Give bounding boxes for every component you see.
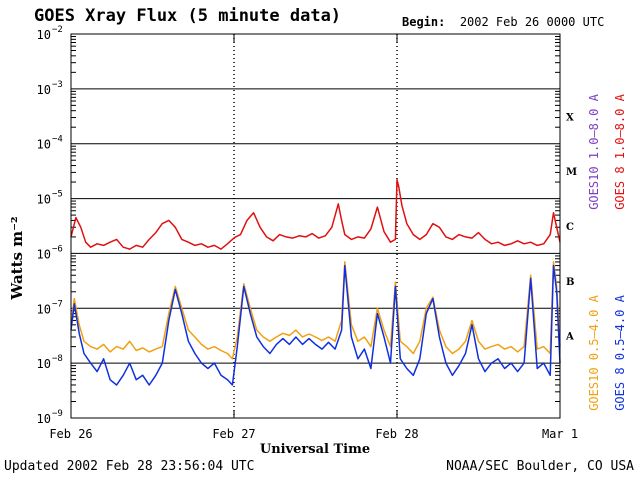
chart-title: GOES Xray Flux (5 minute data) xyxy=(34,6,342,26)
y-tick-label: 10 −5 xyxy=(37,190,63,207)
legend-entry-2: GOES10 0.5–4.0 A xyxy=(587,294,601,410)
chart-grid xyxy=(70,34,561,418)
y-tick-mantissa: 10 xyxy=(37,412,51,426)
y-tick-mantissa: 10 xyxy=(37,193,51,207)
series-line-1 xyxy=(70,261,561,360)
begin-value: 2002 Feb 26 0000 UTC xyxy=(459,15,605,29)
y-tick-exponent: −3 xyxy=(52,80,63,90)
y-tick-exponent: −8 xyxy=(52,354,63,364)
y-tick-label: 10 −3 xyxy=(37,80,63,97)
legend: GOES10 1.0–8.0 A GOES 8 1.0–8.0 A GOES10 0… xyxy=(587,93,627,410)
y-tick-labels: 10−210−310−410−510−610−710−810−9 xyxy=(37,25,63,426)
flare-class-labels: X M C B A xyxy=(565,112,577,342)
series-line-0 xyxy=(70,179,561,250)
y-tick-mantissa: 10 xyxy=(37,28,51,42)
y-tick-mantissa: 10 xyxy=(37,138,51,152)
y-tick-label: 10 −6 xyxy=(37,244,63,261)
begin-label: Begin: xyxy=(402,15,446,29)
legend-entry-1: GOES 8 1.0–8.0 A xyxy=(613,93,627,209)
flare-class-m: M xyxy=(566,167,577,178)
y-tick-label: 10 −2 xyxy=(37,25,63,42)
x-axis-label: Universal Time xyxy=(260,442,370,457)
x-tick-label: Feb 27 xyxy=(212,427,255,441)
y-tick-label: 10 −4 xyxy=(37,135,63,152)
x-tick-labels: Feb 26 Feb 27 Feb 28 Mar 1 xyxy=(49,427,578,441)
y-axis-label: Watts m⁻² xyxy=(8,216,26,300)
x-tick-label: Feb 26 xyxy=(49,427,92,441)
y-tick-mantissa: 10 xyxy=(37,247,51,261)
legend-entry-0: GOES10 1.0–8.0 A xyxy=(587,93,601,209)
y-tick-exponent: −6 xyxy=(52,244,63,254)
y-tick-mantissa: 10 xyxy=(37,357,51,371)
y-tick-mantissa: 10 xyxy=(37,83,51,97)
y-tick-exponent: −5 xyxy=(52,190,63,200)
y-tick-label: 10 −8 xyxy=(37,354,63,371)
plot-frame xyxy=(70,33,561,419)
series-layer xyxy=(70,179,561,386)
y-tick-exponent: −7 xyxy=(52,299,63,309)
y-tick-label: 10 −7 xyxy=(37,299,63,316)
y-tick-exponent: −2 xyxy=(52,25,63,35)
x-tick-label: Mar 1 xyxy=(542,427,578,441)
legend-entry-3: GOES 8 0.5–4.0 A xyxy=(613,294,627,410)
y-tick-mantissa: 10 xyxy=(37,302,51,316)
y-tick-exponent: −9 xyxy=(52,409,63,419)
begin-timestamp: Begin: 2002 Feb 26 0000 UTC xyxy=(402,15,604,29)
y-tick-exponent: −4 xyxy=(52,135,63,145)
series-line-2 xyxy=(70,264,561,386)
updated-timestamp: Updated 2002 Feb 28 23:56:04 UTC xyxy=(4,459,255,474)
flare-class-a: A xyxy=(565,332,574,343)
x-tick-label: Feb 28 xyxy=(375,427,418,441)
y-tick-label: 10 −9 xyxy=(37,409,63,426)
flare-class-x: X xyxy=(566,112,574,123)
flare-class-c: C xyxy=(566,222,574,233)
flare-class-b: B xyxy=(566,277,574,288)
credit-line: NOAA/SEC Boulder, CO USA xyxy=(446,459,634,474)
